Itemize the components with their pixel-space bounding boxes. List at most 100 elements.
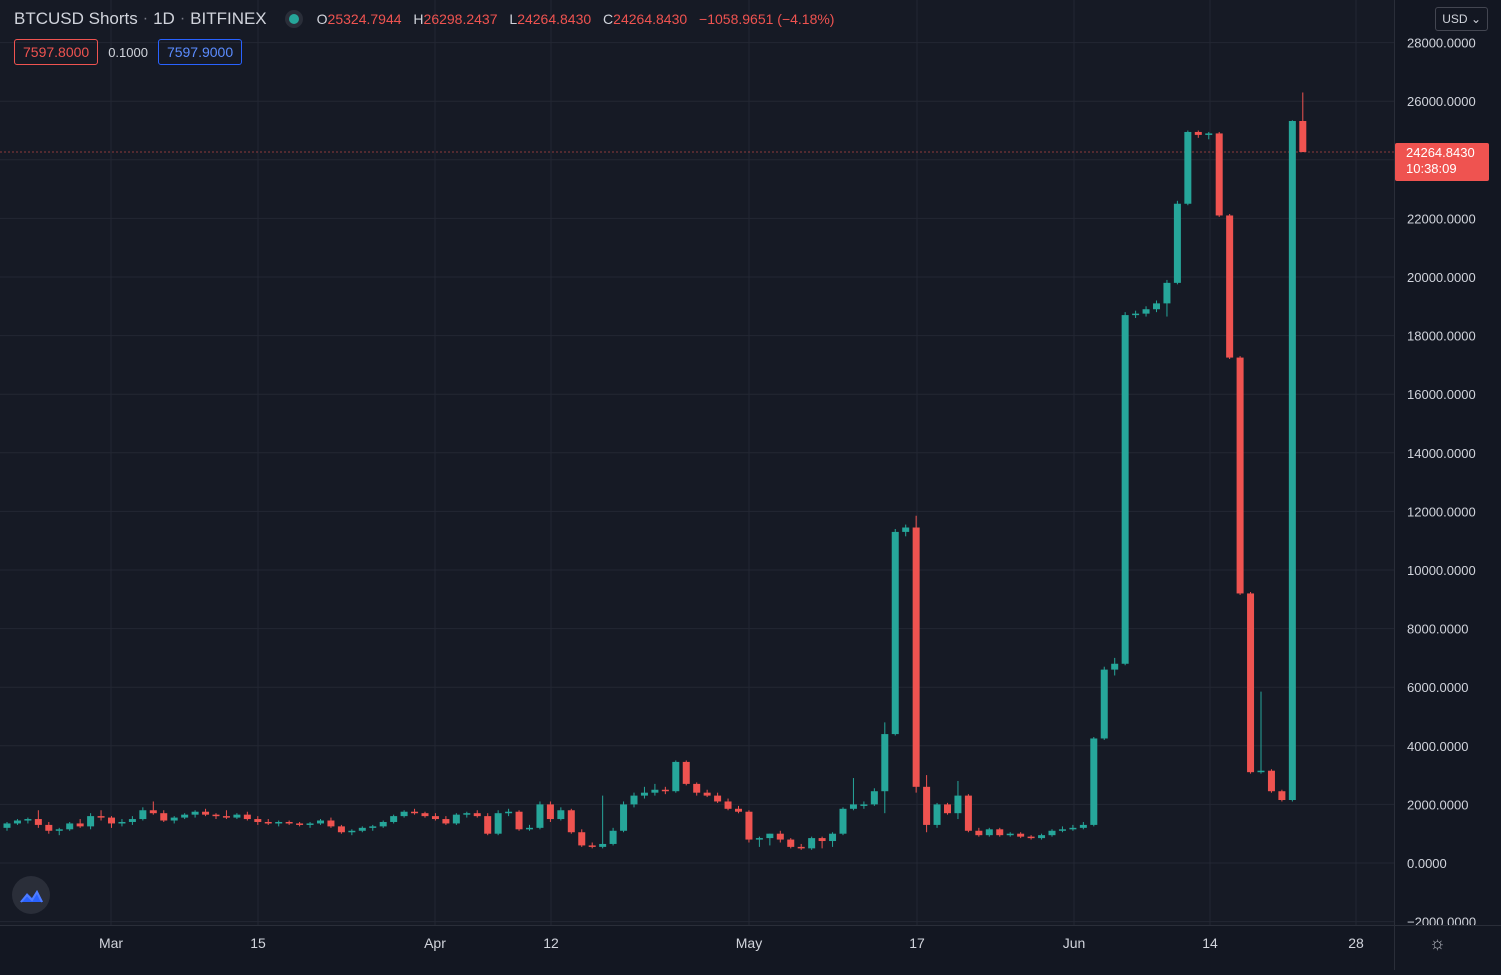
- candle: [557, 807, 565, 821]
- candle-body: [494, 813, 502, 834]
- candle: [390, 814, 398, 824]
- candle-body: [944, 804, 951, 814]
- candle: [1121, 312, 1129, 666]
- candle: [473, 810, 481, 818]
- chart-pane[interactable]: BTCUSD Shorts · 1D · BITFINEX O25324.794…: [0, 0, 1394, 925]
- candle-body: [682, 761, 690, 784]
- candle: [923, 775, 931, 833]
- candle: [1205, 131, 1213, 140]
- close-value: 24264.8430: [613, 11, 688, 27]
- symbol-legend[interactable]: BTCUSD Shorts · 1D · BITFINEX O25324.794…: [14, 9, 842, 29]
- candle-body: [264, 821, 272, 824]
- candle: [181, 813, 189, 820]
- candle-body: [1184, 131, 1192, 204]
- vertical-gridlines: [110, 0, 1357, 925]
- candle: [714, 792, 722, 803]
- candle: [3, 821, 11, 831]
- candle: [1132, 310, 1140, 319]
- candle-body: [317, 820, 324, 824]
- candle: [411, 808, 419, 815]
- candle: [1111, 657, 1119, 676]
- candle-body: [776, 833, 784, 840]
- symbol-name[interactable]: BTCUSD Shorts: [14, 9, 138, 28]
- candle: [1184, 130, 1192, 206]
- candle: [599, 795, 607, 849]
- candle-body: [505, 811, 513, 814]
- candle: [400, 810, 408, 818]
- candle-body: [703, 792, 711, 796]
- candle: [222, 810, 230, 820]
- candle-body: [1278, 791, 1286, 801]
- candle: [348, 829, 356, 836]
- candle-body: [212, 814, 220, 817]
- time-axis[interactable]: Mar 15 Apr 12 May 17 Jun 14 28: [0, 925, 1394, 970]
- last-price-label: 24264.8430 10:38:09: [1395, 143, 1489, 182]
- price-axis[interactable]: 28000.000026000.000024000.000022000.0000…: [1394, 0, 1501, 930]
- candle: [296, 821, 304, 827]
- candle: [317, 819, 324, 825]
- candle: [306, 821, 314, 828]
- candle: [1236, 356, 1244, 595]
- currency-label: USD: [1442, 12, 1468, 26]
- candle-body: [379, 821, 387, 827]
- exchange-label: BITFINEX: [190, 9, 267, 28]
- currency-dropdown[interactable]: USD ⌄: [1435, 7, 1488, 31]
- time-tick-label: Mar: [99, 935, 123, 951]
- candle: [620, 801, 628, 833]
- candle: [588, 842, 596, 849]
- price-tick-label: 4000.0000: [1407, 739, 1468, 754]
- candle-body: [849, 804, 857, 809]
- candle: [369, 824, 377, 831]
- candle-body: [860, 804, 868, 806]
- candle: [170, 816, 178, 824]
- candle-body: [170, 817, 178, 821]
- candle: [944, 802, 951, 815]
- candle: [536, 801, 544, 830]
- candle-body: [975, 830, 983, 836]
- candles: [3, 92, 1307, 850]
- candle: [808, 836, 816, 850]
- candle-body: [149, 810, 157, 814]
- candle: [1153, 300, 1160, 313]
- axis-corner: ☼: [1394, 925, 1501, 970]
- candle-body: [912, 527, 920, 787]
- spread-value: 0.1000: [108, 44, 148, 60]
- candle-body: [1142, 309, 1150, 314]
- low-label: L: [509, 11, 518, 27]
- sell-button[interactable]: 7597.8000: [14, 39, 99, 65]
- interval-label[interactable]: 1D: [153, 9, 175, 28]
- candle-body: [599, 843, 607, 847]
- time-tick-label: 28: [1348, 935, 1364, 951]
- candle: [431, 813, 439, 821]
- candle: [515, 810, 523, 831]
- candle-body: [275, 821, 283, 824]
- candle-body: [431, 816, 439, 820]
- candle-body: [829, 833, 837, 842]
- buy-button[interactable]: 7597.9000: [157, 39, 243, 65]
- candle: [13, 819, 21, 825]
- candle: [264, 819, 272, 825]
- candle: [379, 820, 387, 828]
- status-dot-icon: [288, 14, 299, 24]
- gear-icon[interactable]: ☼: [1429, 933, 1446, 953]
- candle: [484, 813, 492, 836]
- candle: [212, 813, 220, 820]
- candle-body: [1017, 833, 1025, 837]
- candlestick-chart[interactable]: [0, 0, 1394, 925]
- candle: [703, 789, 711, 798]
- candle-body: [358, 827, 366, 831]
- candle-body: [1111, 663, 1119, 670]
- candle-body: [808, 838, 816, 849]
- candle-body: [233, 814, 241, 818]
- candle: [191, 810, 199, 818]
- tradingview-logo-icon[interactable]: [12, 876, 50, 914]
- candle: [839, 807, 847, 836]
- candle-body: [567, 810, 575, 833]
- candle-body: [87, 816, 95, 827]
- candle-body: [1163, 282, 1171, 304]
- candle: [745, 810, 753, 843]
- candle: [66, 821, 74, 831]
- candle: [954, 780, 962, 820]
- candle-body: [536, 804, 544, 828]
- candle: [578, 829, 586, 847]
